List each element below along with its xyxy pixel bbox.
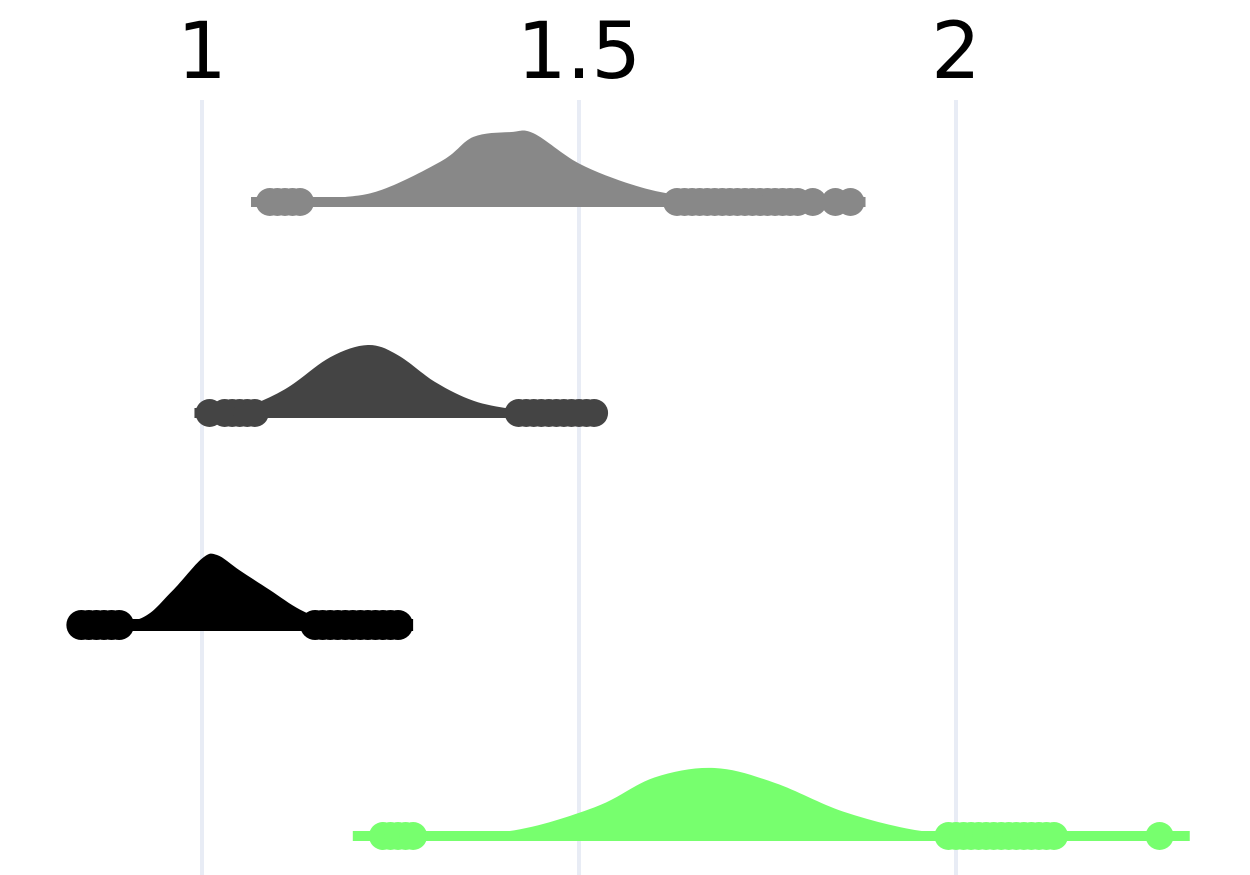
violin-point: [1145, 822, 1174, 850]
violin-density: [202, 344, 549, 413]
violin-series-3: [66, 553, 414, 640]
violin-density: [96, 553, 361, 625]
violin-density: [269, 130, 776, 202]
violin-series-4: [352, 767, 1190, 850]
violin-point: [383, 610, 414, 640]
x-tick-label: 1: [177, 7, 227, 97]
violin-point: [1040, 822, 1069, 850]
violin-series-2: [194, 344, 609, 427]
violin-series: [66, 130, 1190, 850]
violin-point: [399, 822, 428, 850]
violin-point: [580, 399, 609, 427]
violin-point: [104, 610, 135, 640]
violin-point: [286, 188, 315, 216]
x-tick-label: 1.5: [517, 7, 641, 97]
violin-series-1: [251, 130, 866, 216]
violin-point: [798, 188, 827, 216]
gridlines: [200, 100, 958, 875]
violin-point: [836, 188, 865, 216]
violin-point: [240, 399, 269, 427]
x-tick-label: 2: [931, 7, 981, 97]
x-axis-ticks: 1 1.5 2: [177, 7, 981, 97]
violin-density: [382, 767, 972, 836]
